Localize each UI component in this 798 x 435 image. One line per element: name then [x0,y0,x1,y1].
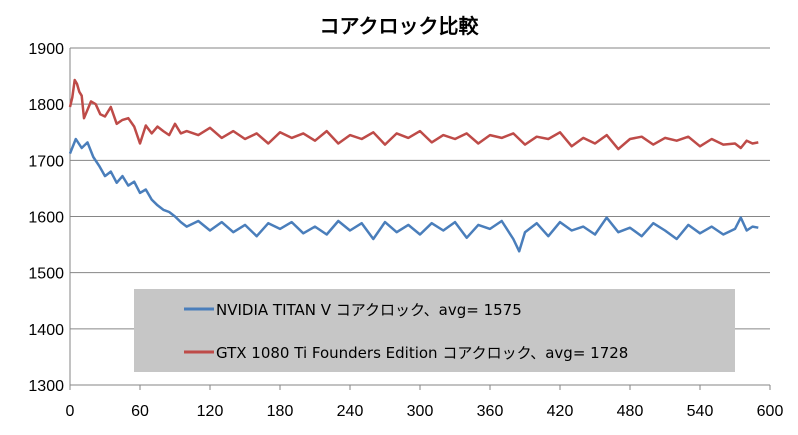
x-tick-label: 480 [617,403,644,420]
legend-box [134,289,735,372]
y-tick-label: 1700 [28,153,64,170]
series-line-titan-v [68,137,759,253]
x-tick-label: 300 [407,403,434,420]
y-tick-label: 1300 [28,378,64,395]
y-tick-label: 1400 [28,322,64,339]
y-tick-label: 1500 [28,266,64,283]
legend: NVIDIA TITAN V コアクロック、avg= 1575 GTX 1080… [134,289,735,372]
axes: 1300 1400 1500 1600 1700 1800 1900 0 60 120 180 240… [28,41,783,420]
y-tick-label: 1600 [28,210,64,227]
x-tick-label: 0 [66,403,75,420]
series-line-gtx-1080-ti [68,78,759,151]
y-tick-label: 1800 [28,97,64,114]
x-tick-label: 600 [757,403,784,420]
x-tick-label: 240 [337,403,364,420]
x-tick-label: 120 [197,403,224,420]
x-tick-label: 60 [131,403,149,420]
y-tick-label: 1900 [28,41,64,58]
legend-label-titan-v: NVIDIA TITAN V コアクロック、avg= 1575 [216,301,522,319]
x-tick-label: 180 [267,403,294,420]
x-tick-label: 420 [547,403,574,420]
x-tick-label: 360 [477,403,504,420]
series-lines [68,78,759,253]
x-tick-label: 540 [687,403,714,420]
chart-title: コアクロック比較 [320,14,480,38]
legend-label-gtx-1080-ti: GTX 1080 Ti Founders Edition コアクロック、avg=… [216,344,628,362]
